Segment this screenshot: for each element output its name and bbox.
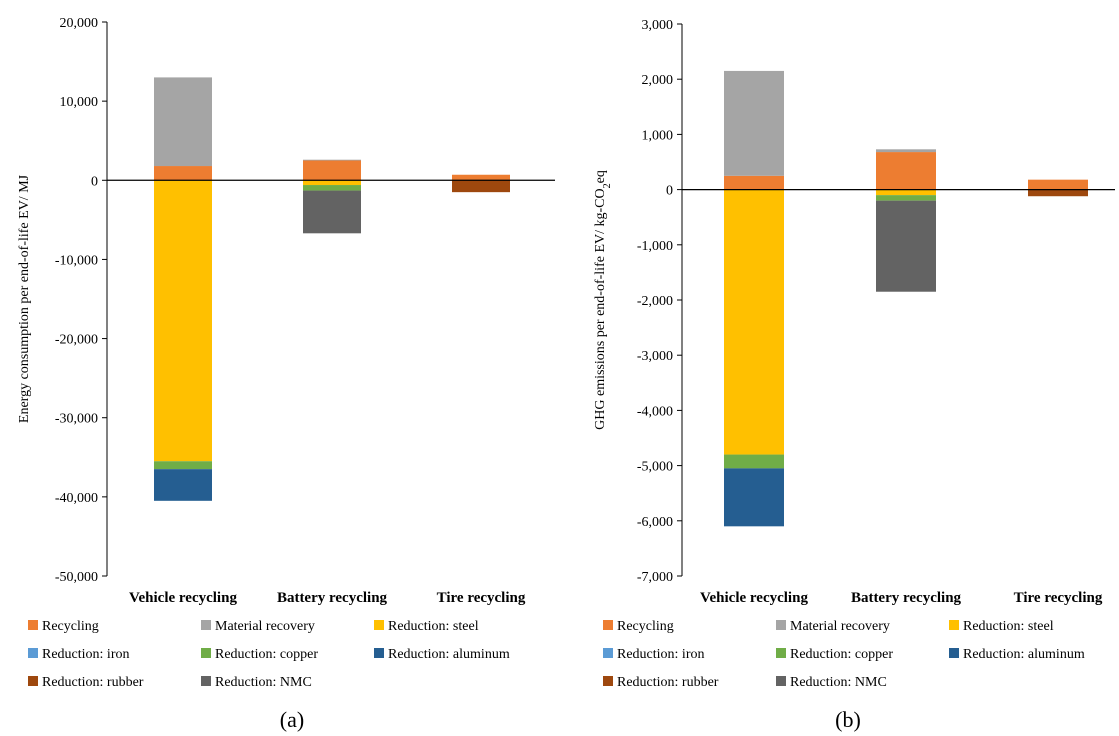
y-axis-title: GHG emissions per end-of-life EV/ kg-CO2… (593, 170, 613, 430)
y-tick-label: -3,000 (637, 349, 673, 364)
legend-swatch-recycling (603, 620, 613, 630)
legend-label-reduction-rubber: Reduction: rubber (617, 675, 719, 690)
bar-battery-recycling-reduction-steel (303, 180, 361, 186)
bar-vehicle-recycling-recycling (724, 175, 784, 190)
legend-label-reduction-steel: Reduction: steel (388, 619, 479, 634)
bar-vehicle-recycling-recycling (154, 166, 212, 181)
legend-swatch-reduction-iron (28, 648, 38, 658)
bar-tire-recycling-recycling (452, 174, 510, 181)
y-axis-title: Energy consumption per end-of-life EV/ M… (17, 174, 32, 423)
y-tick-label: -30,000 (55, 412, 98, 427)
bar-vehicle-recycling-material-recovery (724, 70, 784, 176)
x-category-label: Tire recycling (437, 590, 526, 606)
legend-label-material-recovery: Material recovery (215, 619, 315, 634)
legend-swatch-material-recovery (776, 620, 786, 630)
legend-label-recycling: Recycling (617, 619, 674, 634)
legend-label-reduction-nmc: Reduction: NMC (790, 675, 887, 690)
y-tick-label: 1,000 (642, 128, 674, 143)
bar-vehicle-recycling-reduction-steel (724, 189, 784, 455)
bar-vehicle-recycling-reduction-aluminum (724, 468, 784, 527)
legend-label-reduction-copper: Reduction: copper (215, 647, 318, 662)
x-category-label: Battery recycling (851, 590, 962, 606)
bar-vehicle-recycling-reduction-aluminum (154, 469, 212, 501)
bar-vehicle-recycling-reduction-copper (724, 454, 784, 469)
bar-battery-recycling-reduction-copper (876, 195, 936, 201)
bar-battery-recycling-material-recovery (303, 159, 361, 161)
legend-swatch-reduction-steel (949, 620, 959, 630)
y-tick-label: -40,000 (55, 491, 98, 506)
y-tick-label: -4,000 (637, 404, 673, 419)
legend-swatch-reduction-copper (201, 648, 211, 658)
bar-battery-recycling-recycling (876, 152, 936, 190)
panel-label: (a) (280, 707, 304, 732)
legend-label-reduction-aluminum: Reduction: aluminum (388, 647, 510, 662)
y-tick-label: -50,000 (55, 570, 98, 585)
legend-b: Recycling Material recovery Reduction: ste… (603, 619, 1085, 690)
legend-label-reduction-nmc: Reduction: NMC (215, 675, 312, 690)
panel-label: (b) (835, 707, 861, 732)
legend-label-reduction-steel: Reduction: steel (963, 619, 1054, 634)
legend-a: Recycling Material recovery Reduction: ste… (28, 619, 510, 690)
y-tick-label: -7,000 (637, 570, 673, 585)
legend-swatch-reduction-aluminum (374, 648, 384, 658)
y-tick-label: 2,000 (642, 73, 674, 88)
panel-b-ghg-chart: -7,000 -6,000 -5,000 -4,000 -3,000 -2,000 -1,0… (593, 18, 1115, 732)
panel-a-energy-chart: -50,000 -40,000 -30,000 -20,000 -10,000 0 10,0… (17, 16, 555, 732)
legend-swatch-reduction-iron (603, 648, 613, 658)
y-tick-label: -2,000 (637, 294, 673, 309)
legend-swatch-reduction-rubber (603, 676, 613, 686)
legend-swatch-reduction-aluminum (949, 648, 959, 658)
x-category-label: Tire recycling (1014, 590, 1103, 606)
bar-battery-recycling-reduction-nmc (876, 200, 936, 292)
legend-swatch-reduction-nmc (776, 676, 786, 686)
legend-swatch-reduction-nmc (201, 676, 211, 686)
legend-label-reduction-iron: Reduction: iron (42, 647, 130, 662)
bar-tire-recycling-recycling (1028, 179, 1088, 190)
legend-label-recycling: Recycling (42, 619, 99, 634)
y-tick-label: -6,000 (637, 515, 673, 530)
bar-battery-recycling-recycling (303, 160, 361, 181)
y-tick-label: 10,000 (60, 95, 99, 110)
legend-swatch-reduction-rubber (28, 676, 38, 686)
x-category-label: Vehicle recycling (129, 590, 237, 606)
y-tick-label: -20,000 (55, 333, 98, 348)
x-category-label: Battery recycling (277, 590, 388, 606)
legend-swatch-recycling (28, 620, 38, 630)
x-category-label: Vehicle recycling (700, 590, 808, 606)
legend-label-reduction-aluminum: Reduction: aluminum (963, 647, 1085, 662)
bar-vehicle-recycling-reduction-steel (154, 180, 212, 462)
bar-tire-recycling-reduction-rubber (1028, 189, 1088, 197)
bar-battery-recycling-material-recovery (876, 149, 936, 153)
legend-swatch-reduction-copper (776, 648, 786, 658)
legend-label-material-recovery: Material recovery (790, 619, 890, 634)
y-tick-label: 0 (666, 184, 673, 199)
legend-swatch-material-recovery (201, 620, 211, 630)
bar-battery-recycling-reduction-nmc (303, 190, 361, 234)
y-tick-label: 3,000 (642, 18, 674, 33)
y-tick-label: 0 (91, 174, 98, 189)
bar-vehicle-recycling-reduction-copper (154, 461, 212, 470)
legend-label-reduction-rubber: Reduction: rubber (42, 675, 144, 690)
y-tick-label: -1,000 (637, 239, 673, 254)
legend-label-reduction-copper: Reduction: copper (790, 647, 893, 662)
y-tick-label: -10,000 (55, 253, 98, 268)
legend-label-reduction-iron: Reduction: iron (617, 647, 705, 662)
bar-vehicle-recycling-material-recovery (154, 77, 212, 167)
y-tick-label: 20,000 (60, 16, 99, 31)
bar-tire-recycling-reduction-rubber (452, 180, 510, 193)
bar-battery-recycling-reduction-copper (303, 185, 361, 191)
y-tick-label: -5,000 (637, 460, 673, 475)
legend-swatch-reduction-steel (374, 620, 384, 630)
bar-battery-recycling-reduction-steel (876, 189, 936, 196)
